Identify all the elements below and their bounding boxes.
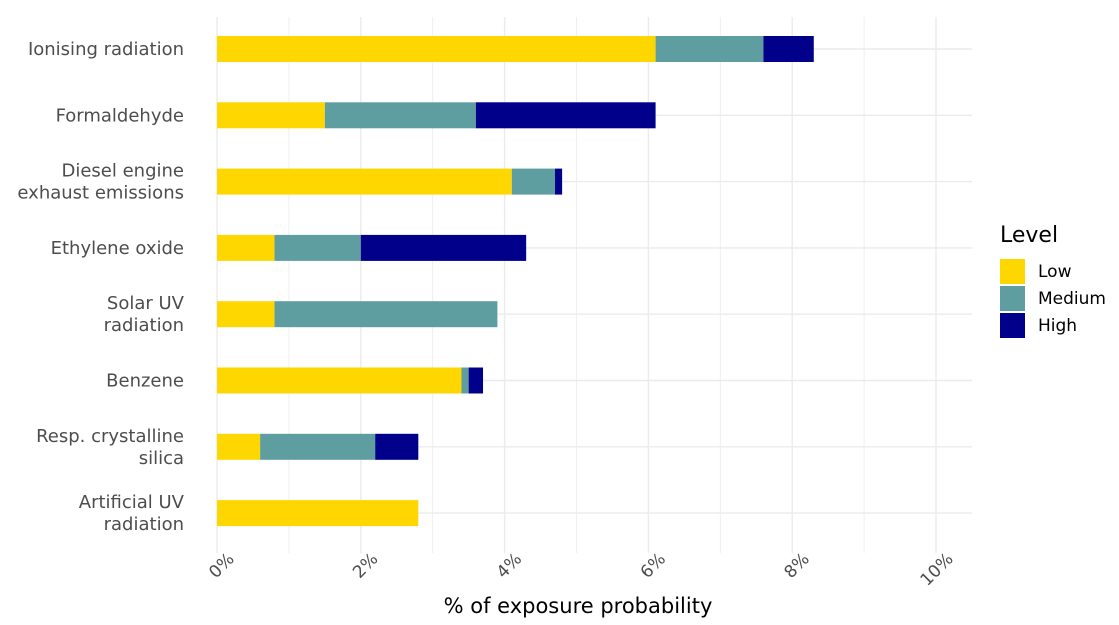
x-tick-labels: 0% 2% 4% 6% 8% 10% bbox=[205, 549, 957, 590]
bar-medium bbox=[260, 433, 376, 460]
grid bbox=[216, 17, 972, 553]
bar-high bbox=[375, 433, 419, 460]
category-label: Artificial UV radiation bbox=[79, 492, 185, 535]
bar-low bbox=[217, 433, 261, 460]
legend-swatch-high bbox=[1000, 313, 1025, 338]
legend-label: Low bbox=[1038, 262, 1072, 282]
legend-label: Medium bbox=[1038, 289, 1106, 309]
bar-low bbox=[217, 234, 275, 261]
bar-high bbox=[554, 168, 563, 195]
category-labels: Ionising radiation Formaldehyde Diesel eng… bbox=[17, 39, 184, 535]
legend-swatch-low bbox=[1000, 259, 1025, 284]
x-tick-label: 8% bbox=[781, 549, 814, 582]
x-tick-label: 0% bbox=[205, 549, 238, 582]
bar-high bbox=[468, 367, 484, 394]
legend-title: Level bbox=[1000, 223, 1058, 248]
legend-swatch-medium bbox=[1000, 286, 1025, 311]
legend-items: Low Medium High bbox=[1000, 259, 1106, 338]
bar-low bbox=[217, 367, 462, 394]
x-tick-label: 6% bbox=[637, 549, 670, 582]
bar-medium bbox=[511, 168, 555, 195]
legend: Level Low Medium High bbox=[1000, 223, 1106, 338]
category-label: Ethylene oxide bbox=[51, 238, 184, 259]
category-label: Solar UV radiation bbox=[104, 293, 185, 336]
bar-medium bbox=[655, 36, 764, 62]
bar-high bbox=[360, 234, 527, 261]
x-tick-label: 10% bbox=[917, 549, 958, 590]
category-label: Formaldehyde bbox=[56, 105, 184, 126]
bar-high bbox=[763, 36, 814, 62]
category-label: Resp. crystalline silica bbox=[36, 426, 184, 469]
x-tick-label: 4% bbox=[493, 549, 526, 582]
bar-low bbox=[217, 301, 275, 328]
bar-high bbox=[475, 102, 656, 129]
bar-low bbox=[217, 36, 656, 62]
x-axis-title: % of exposure probability bbox=[444, 594, 713, 618]
bar-medium bbox=[461, 367, 469, 394]
bars bbox=[217, 36, 814, 527]
bar-medium bbox=[324, 102, 476, 129]
bar-low bbox=[217, 102, 325, 129]
x-tick-label: 2% bbox=[349, 549, 382, 582]
bar-low bbox=[217, 168, 512, 195]
category-label: Benzene bbox=[106, 371, 184, 392]
bar-low bbox=[217, 500, 419, 527]
legend-label: High bbox=[1038, 316, 1077, 336]
bar-medium bbox=[274, 301, 498, 328]
category-label: Diesel engine exhaust emissions bbox=[17, 161, 184, 204]
category-label: Ionising radiation bbox=[28, 39, 184, 60]
bar-medium bbox=[274, 234, 361, 261]
